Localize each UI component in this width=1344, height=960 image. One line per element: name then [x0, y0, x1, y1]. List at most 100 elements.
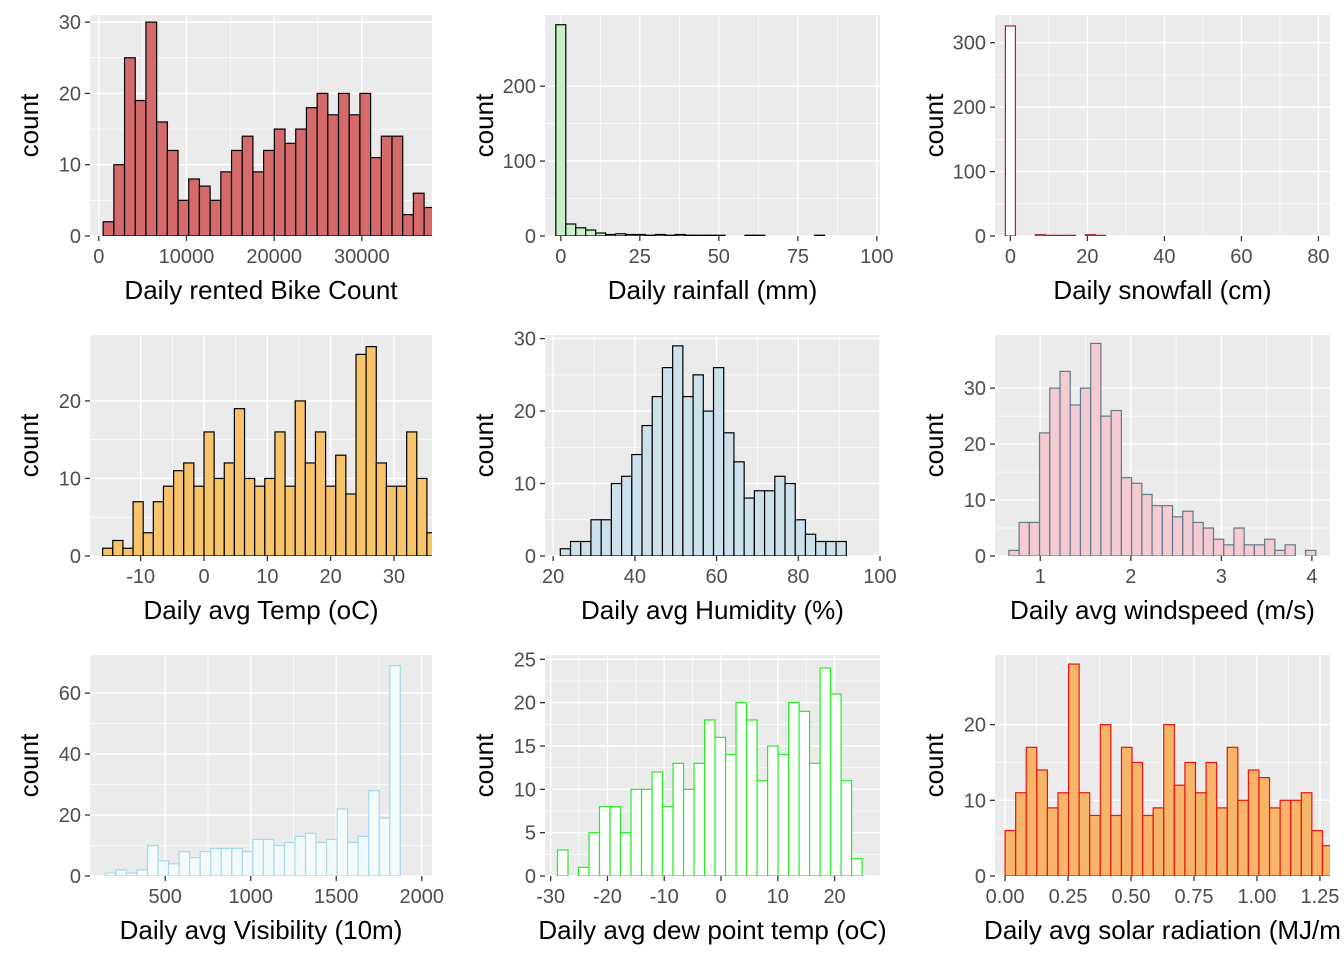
x-tick-label: 10 [256, 566, 278, 588]
y-tick-label: 30 [59, 12, 81, 34]
y-tick-label: 200 [503, 76, 536, 98]
histogram-bar [651, 395, 664, 556]
x-tick-label: 1.25 [1300, 886, 1339, 908]
histogram-bar [1025, 746, 1038, 876]
histogram-bar [1067, 663, 1080, 876]
histogram-bar [209, 199, 222, 236]
x-tick-label: 60 [705, 566, 727, 588]
x-tick-label: 0.25 [1049, 886, 1088, 908]
histogram-bar [1089, 814, 1101, 876]
y-tick-label: 0 [70, 226, 81, 248]
histogram-bar [672, 345, 684, 556]
y-tick-label: 10 [59, 155, 81, 177]
x-tick-label: 40 [624, 566, 646, 588]
histogram-bar [252, 171, 265, 236]
histogram-bar [714, 736, 727, 876]
y-axis-title: count [919, 93, 949, 157]
histogram-bar [365, 346, 377, 556]
y-tick-label: 5 [525, 823, 536, 845]
histogram-bar [851, 858, 863, 876]
histogram-bar [316, 92, 329, 236]
y-tick-label: 0 [525, 866, 536, 888]
histogram-bar [132, 501, 144, 556]
histogram-bar [325, 838, 338, 876]
y-tick-label: 30 [514, 329, 536, 351]
histogram-bar [784, 482, 796, 556]
histogram-bar [763, 490, 776, 556]
histogram-bar [1279, 799, 1292, 876]
histogram-bar [145, 21, 158, 236]
x-tick-label: -10 [650, 886, 679, 908]
histogram-bar [241, 851, 254, 876]
histogram-bar [1057, 792, 1070, 876]
histogram-bar [102, 221, 115, 236]
x-tick-label: -20 [593, 886, 622, 908]
histogram-bar [335, 454, 347, 556]
x-tick-label: 1500 [314, 886, 359, 908]
histogram-bar [1205, 761, 1218, 876]
histogram-bar [664, 234, 676, 236]
histogram-bar [631, 453, 643, 556]
histogram-bar [1182, 510, 1194, 556]
histogram-bar [295, 128, 308, 236]
histogram-bar [819, 667, 832, 876]
y-axis-title: count [469, 93, 499, 157]
histogram-bar [395, 485, 408, 556]
histogram-bar [156, 121, 168, 236]
histogram-bar [252, 838, 264, 876]
x-axis-title: Daily avg solar radiation (MJ/m [984, 915, 1341, 945]
histogram-bar [183, 462, 195, 556]
histogram-bar [406, 431, 418, 556]
y-tick-label: 20 [59, 805, 81, 827]
histogram-bar [682, 788, 695, 876]
x-tick-label: 100 [860, 246, 893, 268]
histogram-bar [152, 501, 165, 556]
x-axis-title: Daily avg dew point temp (oC) [538, 915, 886, 945]
x-tick-label: 50 [708, 246, 730, 268]
histogram-bar [1171, 516, 1184, 556]
histogram-bar [1034, 234, 1047, 236]
x-tick-label: 500 [149, 886, 182, 908]
histogram-bar [189, 857, 201, 876]
histogram-bar [426, 532, 432, 556]
histogram-bar [1233, 527, 1245, 556]
histogram-bar [1018, 521, 1030, 556]
histogram-bar [1253, 544, 1266, 556]
y-tick-label: 10 [59, 468, 81, 490]
histogram-bar [1120, 477, 1133, 556]
histogram-bars [104, 665, 401, 876]
histogram-bar [1142, 814, 1154, 876]
histogram-bar [825, 540, 837, 556]
histogram-bar [1237, 799, 1249, 876]
histogram-bar [661, 367, 674, 556]
histogram-bar [233, 408, 246, 556]
y-tick-label: 0 [525, 226, 536, 248]
histogram-bars [555, 24, 826, 236]
histogram-bar [1212, 538, 1225, 556]
x-tick-label: 60 [1230, 246, 1252, 268]
histogram-bar [704, 234, 716, 236]
histogram-bar [1036, 769, 1048, 876]
histogram-bars [1008, 342, 1317, 556]
histogram-bar [808, 762, 821, 876]
histogram-bars [559, 345, 847, 556]
histogram-bar [389, 665, 401, 876]
x-tick-label: 80 [1307, 246, 1329, 268]
y-axis-title: count [919, 413, 949, 477]
histogram-bar [641, 424, 653, 556]
x-axis-title: Daily rented Bike Count [124, 275, 398, 305]
histogram-bar [605, 233, 617, 236]
histogram-bar [199, 851, 212, 876]
histogram-bar [672, 762, 685, 876]
y-tick-label: 100 [953, 162, 986, 184]
histogram-bar [1290, 799, 1302, 876]
histogram-bar [777, 754, 790, 876]
histogram-bar [1202, 527, 1215, 556]
histogram-bar [712, 367, 725, 556]
histogram-bar [634, 233, 647, 236]
histogram-bar [1141, 493, 1153, 556]
histogram-bar [1110, 409, 1122, 556]
histogram-bar [1258, 777, 1271, 876]
histogram-bar [588, 832, 601, 876]
histogram-bar [661, 806, 674, 876]
